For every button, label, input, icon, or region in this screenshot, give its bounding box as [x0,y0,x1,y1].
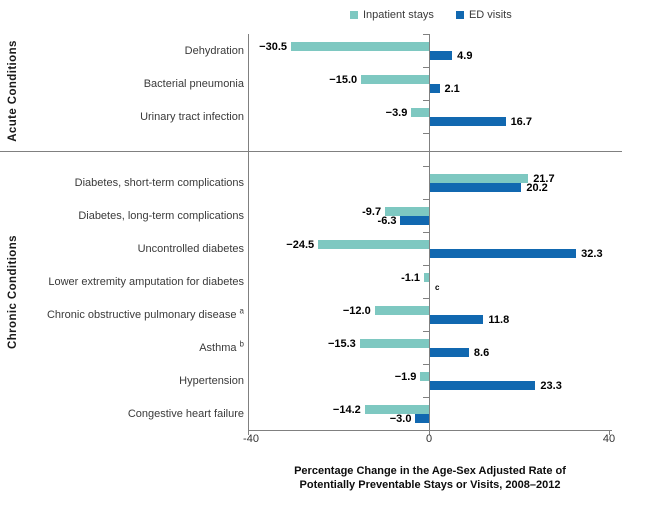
value-label: 20.2 [526,181,548,194]
value-label: 4.9 [457,49,473,62]
value-label: 16.7 [510,115,532,128]
legend: Inpatient stays ED visits [350,7,512,23]
category-axis-tick [423,298,429,299]
x-axis-title-line2: Potentially Preventable Stays or Visits,… [299,479,561,491]
x-tick-label-0: 0 [425,433,433,445]
category-axis-tick [423,67,429,68]
value-label: 2.1 [444,82,460,95]
x-tick-label-40: 40 [602,433,616,445]
ed-bar [430,248,577,258]
value-label: 32.3 [581,247,603,260]
category-label: Urinary tract infection [140,110,244,123]
category-footnote-sup: b [239,338,244,348]
ed-bar [430,380,536,390]
category-axis-tick [423,364,429,365]
category-label: Diabetes, long-term complications [78,209,244,222]
category-label: Lower extremity amputation for diabetes [48,275,244,288]
category-label: Diabetes, short-term complications [74,176,244,189]
legend-label-inpatient-stays: Inpatient stays [363,9,434,21]
category-axis-tick [423,100,429,101]
ed-bar [415,413,429,423]
value-label: −15.3 [327,337,356,350]
value-label: −3.0 [389,412,412,425]
category-axis-tick [423,265,429,266]
ed-bar [400,215,429,225]
category-axis-tick [423,34,429,35]
value-label: 8.6 [473,346,490,359]
ed-bar [430,347,469,357]
value-label: 21.7 [533,172,555,185]
x-axis-tick [429,430,430,435]
category-label: Uncontrolled diabetes [137,242,244,255]
value-label: 23.3 [540,379,562,392]
category-label: Dehydration [184,44,244,57]
ed-bar [430,116,506,126]
category-footnote-sup: a [239,305,244,315]
section-divider-line [0,151,622,152]
ed-missing-footnote: c [435,282,440,292]
inpatient-bar [411,107,429,117]
legend-label-ed-visits: ED visits [468,9,512,21]
value-label: 11.8 [488,313,510,326]
plot-left-border [248,34,249,430]
ed-bar [430,182,522,192]
value-label: −30.5 [259,40,287,53]
inpatient-stays-swatch-icon [350,11,358,19]
inpatient-bar [424,272,429,282]
value-label: −24.5 [286,238,315,251]
value-label: −15.0 [329,73,358,86]
value-label: −3.9 [385,106,408,119]
category-axis-tick [423,397,429,398]
category-axis-tick [423,166,429,167]
ed-bar [430,50,453,60]
inpatient-bar [430,173,529,183]
inpatient-bar [290,41,429,51]
category-axis-tick [423,133,429,134]
x-axis-tick [248,430,249,435]
ed-visits-swatch-icon [455,11,464,19]
category-axis-tick [423,232,429,233]
category-label: Hypertension [179,374,244,387]
value-label: −12.0 [342,304,371,317]
category-label: Asthma b [199,338,244,354]
inpatient-bar [385,206,429,216]
value-label: −14.2 [332,403,361,416]
inpatient-bar [420,371,429,381]
x-axis-title-line1: Percentage Change in the Age-Sex Adjuste… [294,465,566,477]
legend-item-ed-visits: ED visits [455,7,512,23]
value-label: -1.1 [401,271,421,284]
x-tick-label-neg40: -40 [243,433,259,445]
category-label: Congestive heart failure [127,407,244,420]
category-label: Bacterial pneumonia [143,77,244,90]
ed-bar [430,83,440,93]
legend-item-inpatient-stays: Inpatient stays [350,7,434,23]
value-label: -9.7 [362,205,382,218]
category-axis-tick [423,199,429,200]
category-axis-tick [423,331,429,332]
category-label: Chronic obstructive pulmonary disease a [46,305,244,321]
inpatient-bar [359,338,429,348]
inpatient-bar [374,305,429,315]
inpatient-bar [361,74,429,84]
zero-axis-line [429,34,430,430]
x-axis-title: Percentage Change in the Age-Sex Adjuste… [230,464,630,492]
value-label: -6.3 [377,214,397,227]
ed-bar [430,314,484,324]
value-label: −1.9 [394,370,417,383]
inpatient-bar [318,239,429,249]
x-axis-tick [609,430,610,435]
x-axis-line [248,430,612,431]
inpatient-bar [364,404,429,414]
